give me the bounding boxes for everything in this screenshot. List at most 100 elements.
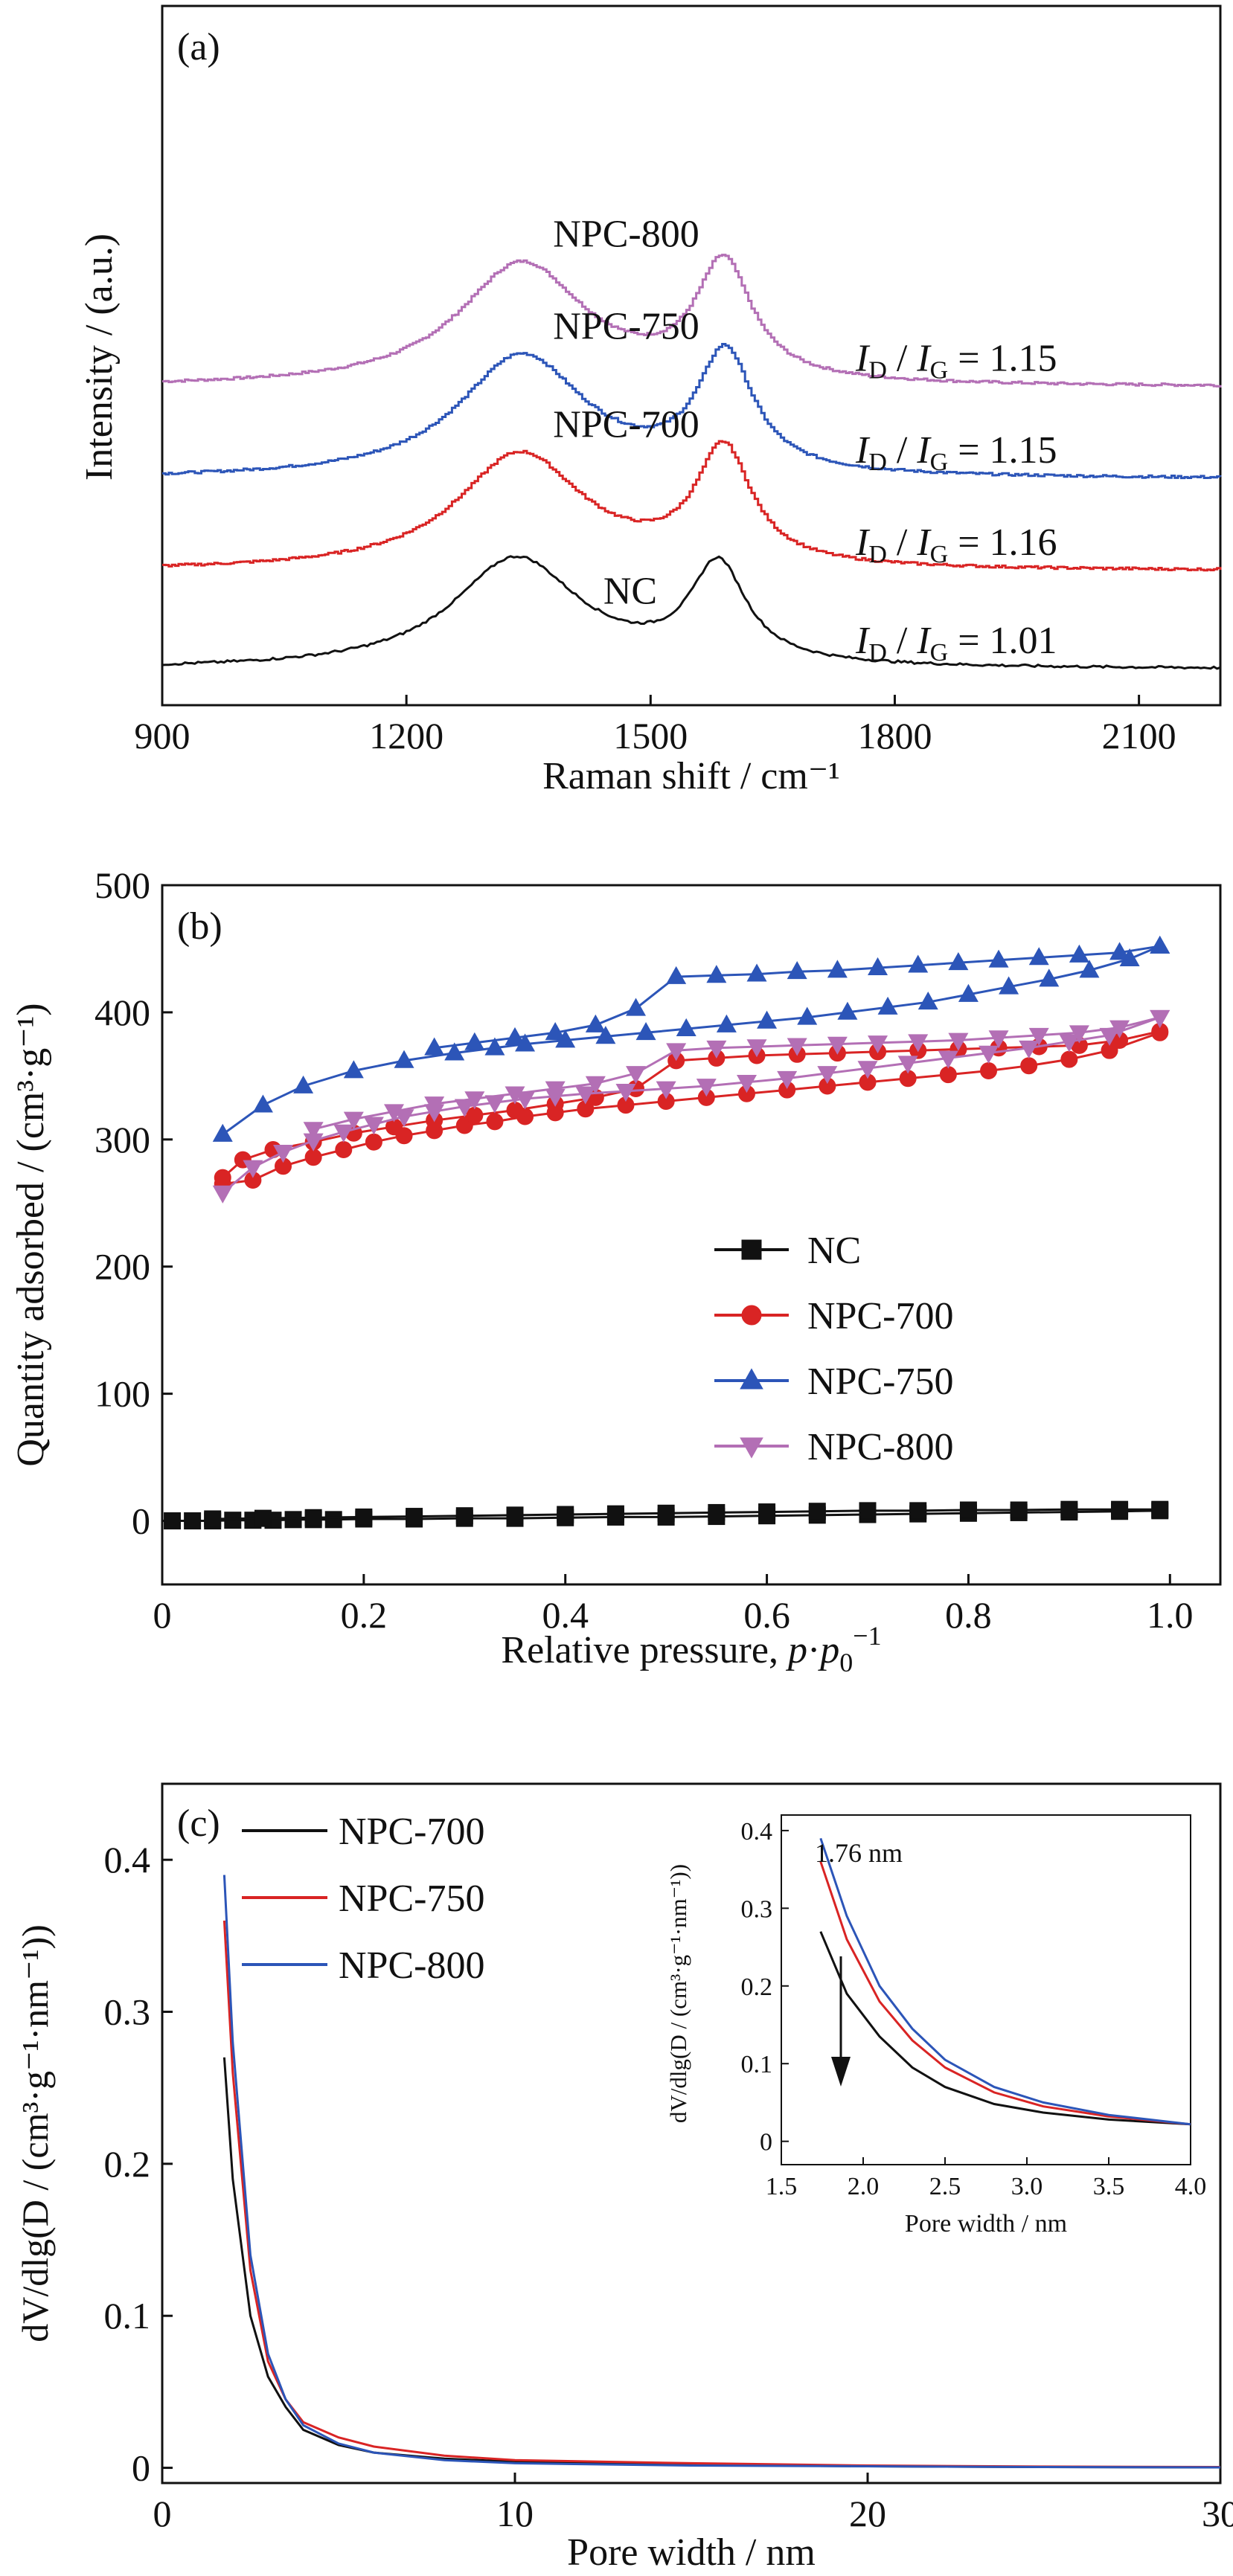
point-npc-750: [214, 1125, 232, 1142]
point-nc: [356, 1509, 372, 1525]
panel-b-y-tick-label: 0: [132, 1500, 150, 1542]
panel-b-legend: NC NPC-700 NPC-750 NPC-800: [714, 1230, 953, 1468]
point-npc-750: [627, 999, 645, 1016]
panel-b-y-tick-label: 400: [95, 992, 150, 1033]
point-npc-700: [1021, 1058, 1037, 1074]
panel-a-x-tick-label: 900: [135, 715, 190, 757]
panel-c-x-tick-label: 0: [153, 2493, 172, 2534]
point-nc: [254, 1510, 271, 1526]
legend-label: NPC-800: [339, 1944, 484, 1987]
point-nc: [325, 1512, 342, 1528]
inset-y-tick-label: 0: [760, 2129, 772, 2156]
point-nc: [1112, 1501, 1128, 1517]
legend-item-nc: NC: [714, 1230, 861, 1272]
panel-c-ylabel: dV/dlg(D / (cm³·g⁻¹·nm⁻¹)): [14, 1924, 56, 2342]
legend-label: NPC-700: [807, 1295, 953, 1337]
point-nc: [759, 1504, 775, 1520]
legend-item-npc-800: NPC-800: [714, 1426, 953, 1468]
point-npc-700: [507, 1102, 523, 1119]
point-npc-700: [487, 1114, 503, 1130]
panel-b-xlabel-text: Relative pressure,: [501, 1629, 788, 1671]
point-nc: [1152, 1501, 1168, 1517]
panel-a-x-tick-label: 2100: [1102, 715, 1176, 757]
point-nc: [607, 1506, 624, 1522]
desorption-line-npc-700: [222, 1032, 1159, 1178]
inset-y-tick-label: 0.1: [741, 2051, 773, 2078]
point-nc: [507, 1507, 523, 1523]
inset-y-tick-label: 0.4: [741, 1818, 773, 1846]
adsorption-line-npc-750: [222, 946, 1159, 1134]
panel-a-x-tick-label: 1500: [613, 715, 688, 757]
ratio-npc-700: ID / IG = 1.16: [855, 521, 1057, 568]
point-nc: [1011, 1502, 1027, 1518]
isotherm-npc-750: [214, 937, 1170, 1141]
ratio-npc-800: ID / IG = 1.15: [855, 337, 1057, 384]
point-nc: [305, 1509, 321, 1526]
point-npc-800: [214, 1186, 232, 1203]
point-npc-700: [305, 1149, 321, 1166]
inset-x-tick-label: 2.0: [848, 2173, 880, 2200]
point-npc-750: [707, 966, 726, 983]
legend-marker: [742, 1305, 761, 1325]
panel-c-x-tick-label: 10: [496, 2493, 534, 2534]
inset-ylabel: dV/dlg(D / (cm³·g⁻¹·nm⁻¹)): [665, 1864, 691, 2123]
inset-y-tick-label: 0.3: [741, 1895, 773, 1923]
legend-label: NPC-800: [807, 1426, 953, 1468]
panel-b-y-tick-label: 300: [95, 1119, 150, 1160]
point-nc: [185, 1513, 201, 1529]
panel-b-x-tick-label: 1.0: [1147, 1594, 1194, 1636]
inset-annotation: 1.76 nm: [815, 1838, 903, 1868]
inset-x-tick-label: 4.0: [1175, 2173, 1207, 2200]
legend-item-npc-750: NPC-750: [242, 1878, 484, 1920]
legend-item-npc-750: NPC-750: [714, 1361, 953, 1403]
panel-b-x-tick-label: 0.2: [341, 1594, 388, 1636]
point-nc: [225, 1512, 241, 1529]
inset-y-tick-label: 0.2: [741, 1973, 773, 2001]
point-npc-700: [981, 1063, 997, 1079]
legend-item-npc-700: NPC-700: [714, 1295, 953, 1337]
point-nc: [456, 1508, 473, 1524]
panel-c-label: (c): [177, 1802, 220, 1845]
point-npc-700: [1061, 1051, 1077, 1067]
point-nc: [859, 1503, 876, 1519]
point-npc-750: [1150, 937, 1169, 954]
inset-x-tick-label: 1.5: [766, 2173, 798, 2200]
point-npc-700: [467, 1107, 483, 1123]
panel-b-x-tick-label: 0.8: [945, 1594, 992, 1636]
legend-label: NPC-700: [339, 1811, 484, 1853]
point-nc: [164, 1513, 181, 1529]
point-nc: [285, 1512, 301, 1528]
panel-b-y-tick-label: 500: [95, 864, 150, 906]
point-nc: [1061, 1501, 1077, 1517]
point-npc-750: [254, 1095, 272, 1112]
point-npc-700: [336, 1141, 352, 1157]
panel-c-legend: NPC-700 NPC-750 NPC-800: [242, 1811, 484, 1987]
legend-label: NPC-750: [339, 1878, 484, 1920]
point-nc: [910, 1503, 926, 1519]
point-npc-700: [940, 1067, 956, 1083]
panel-a-ylabel: Intensity / (a.u.): [78, 234, 121, 481]
point-nc: [406, 1509, 423, 1525]
label-npc-700: NPC-700: [553, 403, 699, 446]
point-npc-750: [667, 967, 685, 984]
inset-x-tick-label: 3.5: [1093, 2173, 1125, 2200]
panel-c-y-tick-label: 0.3: [104, 1991, 151, 2033]
label-npc-800: NPC-800: [553, 213, 699, 256]
label-nc: NC: [603, 571, 657, 613]
panel-b-xlabel: Relative pressure, p·p0−1: [501, 1621, 881, 1677]
panel-b-frame: [162, 885, 1220, 1584]
panel-b-x-tick-label: 0: [153, 1594, 172, 1636]
point-nc: [557, 1506, 574, 1523]
panel-a-label: (a): [177, 26, 220, 68]
panel-b-ylabel: Quantity adsorbed / (cm³·g⁻¹): [10, 1003, 52, 1466]
panel-b-y-tick-label: 200: [95, 1246, 150, 1288]
panel-c-x-tick-label: 30: [1202, 2493, 1233, 2534]
point-nc: [809, 1503, 825, 1520]
isotherm-npc-800: [214, 1010, 1170, 1202]
legend-marker: [740, 1438, 763, 1458]
